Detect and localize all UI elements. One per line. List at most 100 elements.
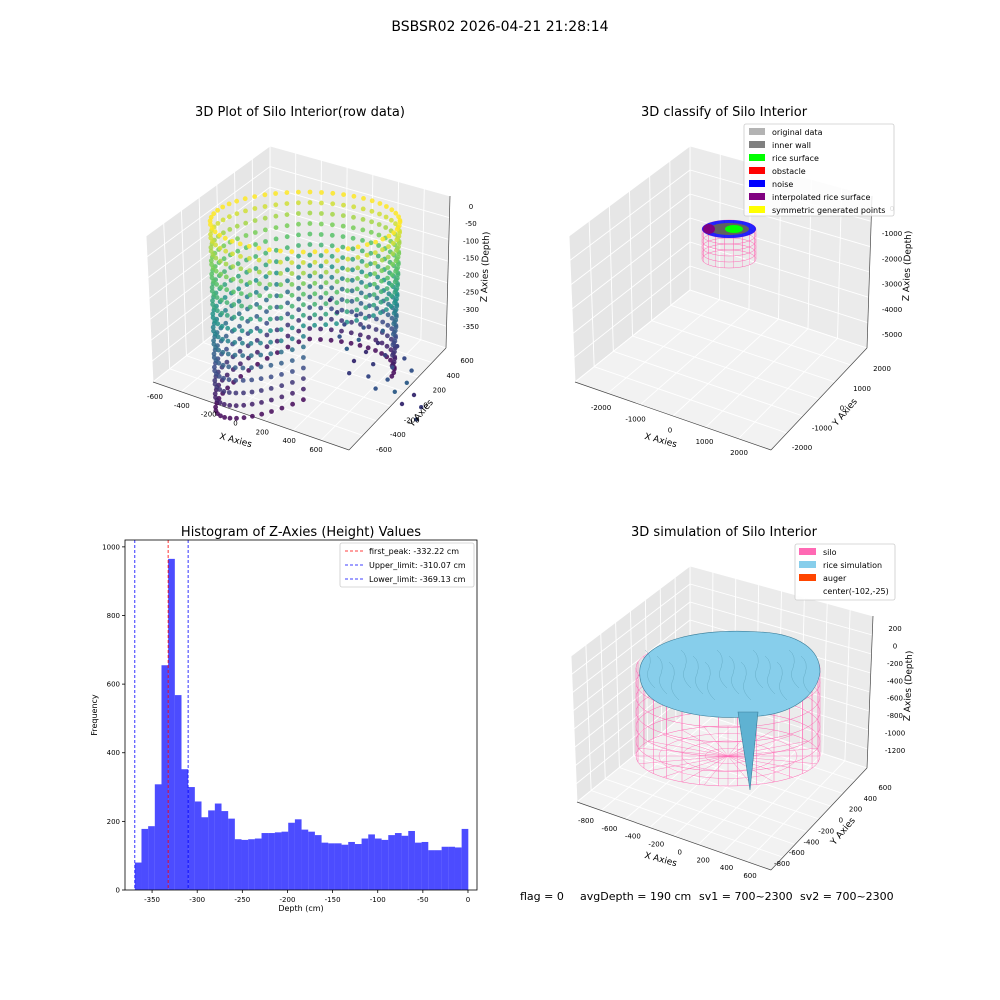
data-point (216, 360, 222, 366)
data-point (369, 219, 374, 225)
histogram-bar (228, 818, 235, 890)
data-point (379, 351, 384, 356)
z-tick-label: 200 (888, 625, 901, 633)
data-point (330, 211, 335, 217)
data-point (354, 318, 359, 323)
data-point (223, 308, 228, 313)
data-point (340, 234, 346, 240)
data-point (385, 275, 390, 281)
data-point (232, 352, 238, 358)
histogram-bar (341, 844, 349, 890)
classify-legend: original data inner wall rice surface obsta… (743, 123, 895, 217)
data-point (241, 390, 246, 396)
x-tick-label: -400 (625, 833, 641, 841)
data-point (301, 386, 306, 392)
data-point (259, 411, 265, 417)
z-tick-label: -200 (887, 660, 903, 668)
histogram-bar (194, 801, 202, 890)
data-point (274, 304, 280, 310)
grid-line (822, 603, 828, 754)
data-point (296, 211, 301, 216)
data-point (393, 210, 399, 216)
data-point (285, 278, 290, 284)
data-point (256, 269, 262, 275)
data-point (289, 292, 295, 298)
data-point (373, 348, 378, 353)
x-tick-label: -200 (201, 411, 217, 419)
data-point (385, 265, 391, 270)
data-point (393, 307, 399, 313)
data-point (377, 201, 383, 206)
histogram-bar (134, 862, 142, 890)
data-point (249, 365, 254, 371)
data-point (361, 196, 366, 201)
y-axis-line (348, 347, 447, 451)
data-point (262, 204, 268, 209)
data-point (312, 259, 318, 265)
data-point (224, 287, 230, 293)
legend-label: inner wall (772, 141, 811, 150)
data-point (339, 276, 345, 281)
data-point (264, 309, 269, 314)
data-point (252, 230, 258, 235)
data-point (323, 269, 329, 275)
legend-label: rice surface (772, 154, 819, 163)
histogram-ticks: -350 -300 -250 -200 -150 -100 -50 0 0 200 400 600 80… (102, 543, 470, 904)
histogram-bar (154, 784, 162, 890)
data-point (285, 289, 290, 295)
data-point (213, 404, 219, 410)
x-tick-label: 0 (466, 896, 470, 904)
data-point (269, 409, 274, 414)
data-point (363, 349, 369, 355)
data-point (257, 305, 263, 310)
data-point (210, 239, 215, 244)
data-point (232, 340, 238, 345)
data-point (334, 321, 339, 327)
histogram-bar (321, 842, 329, 890)
data-point (279, 372, 284, 377)
x-tick-label: -200 (280, 896, 296, 904)
data-point (394, 286, 400, 292)
data-point (335, 310, 340, 315)
data-point (330, 190, 336, 196)
raw-data-3d-panel: 3D Plot of Silo Interior(row data) -600 -… (145, 105, 492, 454)
data-point (378, 310, 383, 316)
data-point (290, 369, 295, 374)
data-point (388, 336, 394, 342)
data-point (301, 291, 306, 297)
data-point (208, 214, 214, 220)
grid-line (673, 738, 779, 837)
data-point (328, 337, 334, 343)
data-point (355, 265, 361, 271)
data-point (234, 415, 239, 421)
data-point (380, 247, 385, 253)
x-tick-label: -600 (147, 393, 163, 401)
data-point (220, 362, 226, 368)
data-point (389, 315, 395, 321)
data-point (364, 263, 370, 268)
data-point (278, 271, 283, 276)
rice-funnel (737, 711, 759, 791)
data-point (212, 318, 218, 324)
data-point (238, 361, 243, 367)
grid-line (722, 753, 824, 854)
data-point (301, 365, 306, 371)
histogram-bar (254, 838, 262, 890)
grid-line (236, 315, 419, 378)
data-point (344, 309, 350, 315)
data-point (392, 289, 398, 295)
data-point (396, 244, 401, 250)
data-point (227, 415, 233, 421)
data-point (374, 285, 380, 290)
data-point (289, 336, 295, 342)
legend-swatch (799, 574, 816, 581)
data-point (240, 340, 245, 346)
data-point (230, 251, 235, 257)
x-tick-label: -1000 (625, 415, 645, 423)
data-point (275, 350, 280, 355)
data-point (368, 229, 374, 235)
data-point (359, 248, 365, 254)
classify-tick-labels: -2000-1000010002000-2000-10000100020000-… (591, 205, 902, 457)
data-point (356, 337, 361, 342)
